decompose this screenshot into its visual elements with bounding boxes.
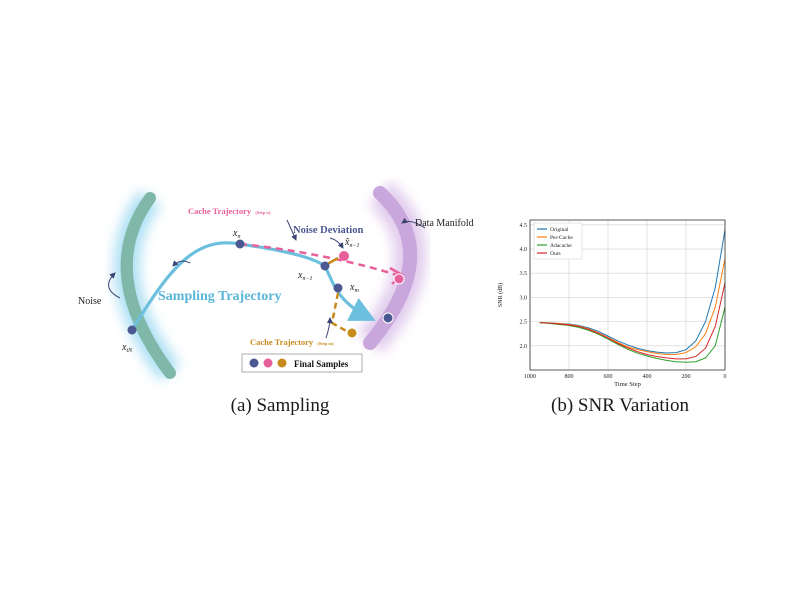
x-n1-sub: n−1 bbox=[302, 276, 312, 282]
chart-legend: Original Per-Cache Adacache Ours bbox=[533, 222, 583, 260]
deviation-arrow bbox=[329, 237, 344, 249]
point-x-tn bbox=[127, 325, 137, 335]
x-m-sub: m bbox=[354, 288, 359, 294]
cache-trajectory-top-line bbox=[239, 242, 401, 278]
xhat-sub: n−1 bbox=[349, 243, 359, 249]
label-x-m: xm bbox=[349, 282, 359, 294]
data-manifold-label: Data Manifold bbox=[415, 218, 474, 229]
final-sample-pink bbox=[393, 273, 405, 285]
x-tick-label: 0 bbox=[724, 374, 727, 380]
x-axis-label: Time Step bbox=[614, 381, 641, 388]
cache-top-arrow bbox=[286, 219, 297, 241]
x-m-main: x bbox=[349, 282, 355, 293]
noise-arrow bbox=[108, 272, 121, 299]
sampling-trajectory-label: Sampling Trajectory bbox=[158, 289, 282, 304]
y-tick-label: 2.5 bbox=[520, 320, 528, 326]
sampling-arrow bbox=[172, 260, 191, 267]
cache-trajectory-top-label: Cache Trajectory (Step n) bbox=[188, 206, 271, 216]
cache-top-note: (Step n) bbox=[255, 210, 271, 215]
y-tick-label: 4.0 bbox=[520, 247, 528, 253]
x-tick-label: 800 bbox=[565, 374, 574, 380]
label-xhat-n-minus-1: x̂n−1 bbox=[344, 237, 360, 249]
noise-deviation-label: Noise Deviation bbox=[293, 225, 363, 236]
point-x-n bbox=[235, 239, 245, 249]
y-tick-label: 3.5 bbox=[520, 271, 528, 277]
caption-sampling: (a) Sampling bbox=[230, 395, 330, 416]
chart-ticks: 1000 800 600 400 200 0 2.0 2.5 3.0 3.5 4.0 4.5 bbox=[520, 223, 727, 380]
label-x-n-minus-1: xn−1 bbox=[297, 270, 313, 282]
final-samples-label: Final Samples bbox=[294, 359, 349, 369]
label-x-n: xn bbox=[232, 228, 240, 240]
x-n1-main: x bbox=[297, 270, 303, 281]
x-tick-label: 400 bbox=[643, 374, 652, 380]
final-sample-blue bbox=[382, 312, 394, 324]
cache-trajectory-bottom-line bbox=[330, 292, 351, 335]
x-tn-main: x bbox=[121, 342, 127, 353]
cache-bottom-text: Cache Trajectory bbox=[250, 337, 314, 347]
point-x-n-minus-1 bbox=[320, 261, 330, 271]
series-line-ours bbox=[539, 282, 726, 360]
caption-snr-variation: (b) SNR Variation bbox=[551, 395, 689, 416]
manifold-arrow bbox=[401, 217, 426, 229]
legend-entry: Original bbox=[550, 227, 569, 233]
xhat-main: x̂ bbox=[344, 237, 350, 248]
y-tick-label: 3.0 bbox=[520, 295, 528, 301]
point-xhat-n-minus-1 bbox=[339, 251, 349, 261]
legend-entry: Per-Cache bbox=[550, 235, 573, 241]
final-sample-orange bbox=[346, 327, 358, 339]
x-n-sub: n bbox=[237, 234, 240, 240]
cache-trajectory-bottom-label: Cache Trajectory (Step m) bbox=[250, 337, 334, 347]
series-line-adacache bbox=[539, 306, 726, 363]
noise-band bbox=[113, 190, 181, 381]
y-axis-label: SNR (dB) bbox=[497, 283, 504, 307]
cache-top-text: Cache Trajectory bbox=[188, 206, 252, 216]
legend-entry: Adacache bbox=[550, 243, 572, 249]
noise-label: Noise bbox=[78, 296, 102, 307]
y-tick-label: 2.0 bbox=[520, 344, 528, 350]
x-tick-label: 600 bbox=[604, 374, 613, 380]
sampling-diagram: Noise Data Manifold Sampling Trajectory … bbox=[78, 181, 474, 381]
chart-lines bbox=[539, 229, 726, 363]
x-n-main: x bbox=[232, 228, 238, 239]
cache-bottom-note: (Step m) bbox=[317, 341, 334, 346]
label-x-tn: xtN bbox=[121, 342, 133, 354]
final-samples-legend: Final Samples bbox=[241, 353, 363, 373]
x-tick-label: 1000 bbox=[524, 374, 536, 380]
legend-dot-blue bbox=[249, 358, 259, 368]
legend-dot-orange bbox=[277, 358, 287, 368]
x-tick-label: 200 bbox=[682, 374, 691, 380]
legend-entry: Ours bbox=[550, 251, 561, 257]
legend-dot-pink bbox=[263, 358, 273, 368]
x-tn-sub: tN bbox=[126, 348, 133, 354]
y-tick-label: 4.5 bbox=[520, 223, 528, 229]
cache-bottom-arrow bbox=[325, 317, 333, 339]
snr-chart: 1000 800 600 400 200 0 2.0 2.5 3.0 3.5 4.0 4.5 Orig… bbox=[497, 219, 727, 388]
chart-frame bbox=[529, 219, 726, 371]
point-x-m bbox=[333, 283, 343, 293]
